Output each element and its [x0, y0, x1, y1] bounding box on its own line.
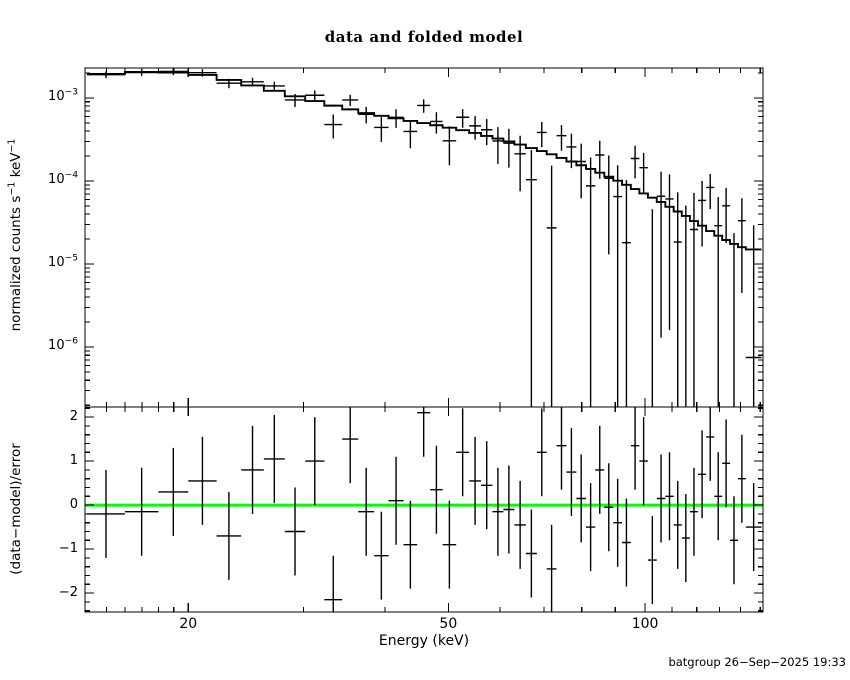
y-axis-label-top: normalized counts s−1 keV−1: [6, 138, 25, 332]
y-tick-label-bottom: 1: [69, 453, 78, 469]
residual-points: [87, 407, 762, 612]
plot-title: data and folded model: [324, 28, 524, 46]
y-tick-label-bottom: 0: [69, 497, 78, 513]
model-histogram: [87, 71, 762, 251]
y-tick-label-top: 10−6: [48, 336, 78, 354]
y-tick-label-bottom: −2: [58, 585, 78, 601]
y-tick-label-bottom: −1: [58, 541, 78, 557]
y-tick-label-top: 10−3: [48, 87, 78, 105]
data-points: [87, 68, 762, 407]
y-tick-label-top: 10−4: [48, 170, 78, 188]
y-tick-label-bottom: 2: [69, 409, 78, 425]
x-tick-label: 20: [179, 616, 198, 632]
x-tick-label: 100: [631, 616, 659, 632]
x-tick-label: 50: [439, 616, 458, 632]
y-tick-label-top: 10−5: [48, 253, 78, 271]
x-axis-label: Energy (keV): [378, 633, 470, 649]
timestamp-label: batgroup 26−Sep−2025 19:33: [668, 655, 846, 669]
y-axis-label-bottom: (data−model)/error: [8, 443, 24, 575]
